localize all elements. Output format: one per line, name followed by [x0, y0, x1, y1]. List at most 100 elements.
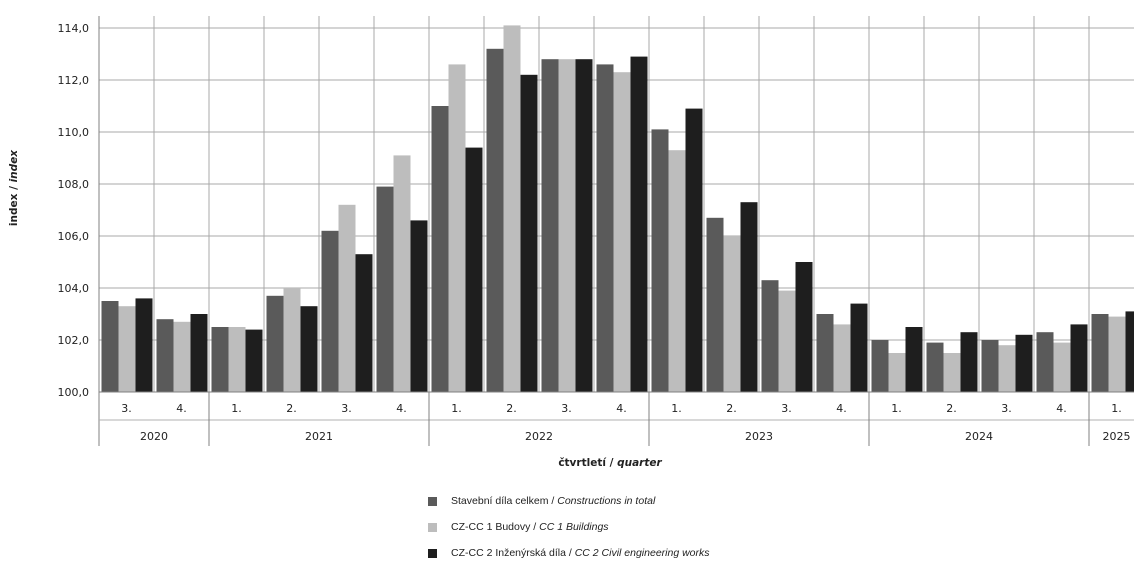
bar	[779, 291, 796, 392]
x-tick-label: 1.	[231, 402, 242, 415]
y-tick-label: 114,0	[58, 22, 90, 35]
legend-item-civil: CZ-CC 2 Inženýrská díla / CC 2 Civil eng…	[428, 540, 710, 566]
x-tick-label: 2.	[946, 402, 957, 415]
bar	[872, 340, 889, 392]
x-axis-title: čtvrtletí / quarter	[558, 457, 662, 469]
bar	[762, 280, 779, 392]
legend-swatch-civil	[428, 549, 437, 558]
x-tick-label: 3.	[341, 402, 352, 415]
bar	[301, 306, 318, 392]
x-tick-label: 1.	[891, 402, 902, 415]
x-tick-label: 4.	[1056, 402, 1067, 415]
bar	[284, 288, 301, 392]
bar	[631, 57, 648, 392]
bar	[796, 262, 813, 392]
bar	[339, 205, 356, 392]
y-axis-title: index / index	[8, 149, 20, 226]
bar	[432, 106, 449, 392]
y-tick-label: 106,0	[58, 230, 90, 243]
x-tick-label: 1.	[671, 402, 682, 415]
year-label: 2020	[140, 430, 168, 443]
year-label: 2021	[305, 430, 333, 443]
bar	[834, 324, 851, 392]
bar	[707, 218, 724, 392]
bar	[267, 296, 284, 392]
bar	[597, 64, 614, 392]
year-label: 2025	[1103, 430, 1131, 443]
bar	[1092, 314, 1109, 392]
bar	[686, 109, 703, 392]
bar	[559, 59, 576, 392]
bar	[411, 220, 428, 392]
bar	[1016, 335, 1033, 392]
bar	[669, 150, 686, 392]
legend: Stavební díla celkem / Constructions in …	[428, 488, 710, 566]
bar	[614, 72, 631, 392]
bar	[741, 202, 758, 392]
x-tick-label: 3.	[1001, 402, 1012, 415]
x-tick-label: 2.	[726, 402, 737, 415]
legend-swatch-buildings	[428, 523, 437, 532]
bar	[927, 343, 944, 392]
bar	[466, 148, 483, 392]
y-tick-label: 104,0	[58, 282, 90, 295]
bar	[212, 327, 229, 392]
bar	[487, 49, 504, 392]
legend-label-total: Stavební díla celkem / Constructions in …	[451, 495, 655, 507]
y-tick-label: 100,0	[58, 386, 90, 399]
bar	[174, 322, 191, 392]
bar	[157, 319, 174, 392]
x-tick-label: 1.	[1111, 402, 1122, 415]
bar	[191, 314, 208, 392]
bar	[817, 314, 834, 392]
bar	[246, 330, 263, 392]
bar	[944, 353, 961, 392]
legend-item-total: Stavební díla celkem / Constructions in …	[428, 488, 710, 514]
x-tick-label: 3.	[781, 402, 792, 415]
bar	[102, 301, 119, 392]
x-tick-label: 2.	[506, 402, 517, 415]
chart: 100,0 102,0 104,0 106,0 108,0 110,0 112,0 114,0…	[0, 0, 1134, 480]
x-tick-label: 3.	[561, 402, 572, 415]
bar	[1054, 343, 1071, 392]
legend-label-buildings: CZ-CC 1 Budovy / CC 1 Buildings	[451, 521, 609, 533]
year-label: 2023	[745, 430, 773, 443]
bar	[961, 332, 978, 392]
x-tick-label: 4.	[836, 402, 847, 415]
y-tick-label: 112,0	[58, 74, 90, 87]
bar	[889, 353, 906, 392]
bar	[119, 306, 136, 392]
legend-item-buildings: CZ-CC 1 Budovy / CC 1 Buildings	[428, 514, 710, 540]
x-tick-label: 1.	[451, 402, 462, 415]
y-tick-label: 110,0	[58, 126, 90, 139]
bar	[229, 327, 246, 392]
y-tick-label: 108,0	[58, 178, 90, 191]
x-tick-label: 4.	[616, 402, 627, 415]
year-label: 2024	[965, 430, 993, 443]
bar	[449, 64, 466, 392]
bar	[521, 75, 538, 392]
legend-swatch-total	[428, 497, 437, 506]
bar	[377, 187, 394, 392]
bar	[576, 59, 593, 392]
bar	[1109, 317, 1126, 392]
bar	[851, 304, 868, 392]
bar	[136, 298, 153, 392]
bar	[1126, 311, 1134, 392]
bar	[906, 327, 923, 392]
bar	[652, 129, 669, 392]
bar	[322, 231, 339, 392]
x-tick-label: 2.	[286, 402, 297, 415]
bar	[394, 155, 411, 392]
bar	[356, 254, 373, 392]
y-tick-label: 102,0	[58, 334, 90, 347]
bar	[1071, 324, 1088, 392]
bar	[542, 59, 559, 392]
bar	[724, 236, 741, 392]
bar	[982, 340, 999, 392]
legend-label-civil: CZ-CC 2 Inženýrská díla / CC 2 Civil eng…	[451, 547, 710, 559]
x-tick-label: 4.	[396, 402, 407, 415]
year-label: 2022	[525, 430, 553, 443]
x-tick-label: 3.	[121, 402, 132, 415]
bar	[504, 25, 521, 392]
